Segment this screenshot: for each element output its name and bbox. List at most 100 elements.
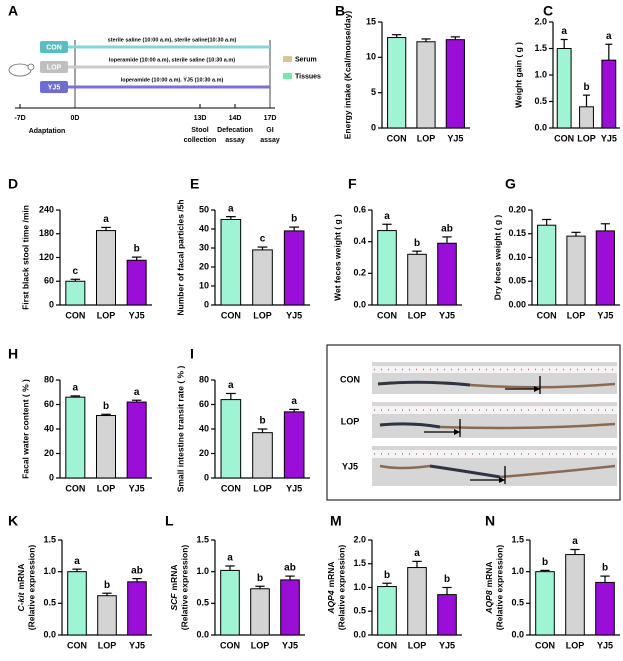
y-tick-label: 120 — [39, 252, 54, 262]
significance-letter: b — [602, 563, 608, 574]
ruler — [372, 406, 617, 414]
event-label: Defecation — [217, 127, 253, 134]
y-tick-label: 20 — [199, 261, 209, 271]
mouse-icon — [27, 63, 35, 71]
y-axis-label: (Relative expression) — [26, 545, 36, 631]
significance-letter: a — [227, 553, 233, 564]
y-tick-label: 30 — [199, 242, 209, 252]
significance-letter: a — [74, 556, 80, 567]
treatment: loperamide (10:00 a.m), sterile saline (… — [109, 57, 235, 63]
y-axis-label: Energy intake (Kcal/mouse/day) — [342, 11, 352, 140]
bar — [407, 253, 427, 306]
bar — [387, 37, 407, 129]
bar — [377, 586, 397, 636]
significance-letter: a — [561, 26, 567, 37]
y-tick-label: 1.0 — [534, 69, 547, 79]
y-axis-label: (Relative expression) — [179, 545, 189, 631]
y-tick-label: 2.0 — [534, 16, 547, 26]
x-tick-label: LOP — [251, 640, 270, 650]
y-axis-label: (Relative expression) — [336, 545, 346, 631]
y-axis-label-gene: C-kit — [16, 591, 26, 611]
bar — [126, 401, 147, 479]
panel-label: I — [190, 346, 194, 362]
group-name: YJ5 — [48, 84, 61, 91]
legend-label: Serum — [295, 56, 317, 63]
x-tick-label: LOP — [97, 483, 116, 493]
row-label: CON — [340, 374, 360, 384]
x-tick-label: LOP — [253, 483, 272, 493]
day-label: -7D — [14, 115, 25, 122]
significance-letter: a — [103, 214, 109, 225]
panel-label: N — [485, 513, 495, 529]
legend-label: Tissues — [295, 73, 321, 80]
significance-letter: ab — [131, 565, 143, 576]
bar — [437, 242, 457, 306]
mouse-icon — [8, 63, 32, 77]
intestine — [439, 422, 616, 430]
panel-label: F — [348, 176, 357, 192]
day-label: 14D — [229, 115, 242, 122]
bar — [601, 59, 617, 129]
group-box — [40, 81, 68, 93]
significance-letter: c — [73, 266, 79, 277]
y-tick-label: 0.6 — [353, 204, 366, 214]
photo-panel: J CON LOP YJ5 — [326, 344, 621, 501]
y-axis-label-part: mRNA — [16, 564, 26, 590]
bar — [220, 399, 242, 479]
y-tick-label: 60 — [44, 399, 54, 409]
intestine — [429, 464, 501, 479]
y-axis-label-gene: SCF — [169, 593, 179, 611]
panel-label: E — [190, 176, 199, 192]
bar — [579, 106, 594, 129]
y-tick-label: 0.5 — [353, 606, 366, 616]
y-tick-label: 80 — [44, 374, 54, 384]
intestine — [379, 422, 441, 429]
bar — [283, 230, 305, 306]
significance-letter: b — [414, 238, 420, 249]
y-tick-label: 240 — [39, 204, 54, 214]
bar — [595, 230, 615, 306]
row-label: LOP — [341, 416, 360, 426]
bar — [377, 230, 397, 306]
x-tick-label: CON — [535, 640, 555, 650]
x-tick-label: YJ5 — [601, 133, 617, 143]
y-tick-label: 1.5 — [511, 534, 524, 544]
significance-letter: b — [259, 416, 265, 427]
y-tick-label: 1.5 — [196, 534, 209, 544]
x-tick-label: CON — [537, 310, 557, 320]
y-tick-label: 0.5 — [534, 96, 547, 106]
y-tick-label: 0 — [204, 299, 209, 309]
y-axis-label: AQP8 mRNA — [484, 561, 494, 614]
x-tick-label: LOP — [97, 310, 116, 320]
bar — [95, 230, 117, 306]
panel-label: L — [165, 513, 174, 529]
bar — [220, 569, 240, 636]
y-tick-label: 0 — [204, 472, 209, 482]
panel-label: G — [505, 176, 516, 192]
y-axis-label: Small intestine transit rate ( % ) — [175, 366, 185, 493]
panel-label: A — [8, 3, 18, 19]
significance-letter: a — [228, 380, 234, 391]
x-tick-label: LOP — [408, 640, 427, 650]
significance-letter: b — [257, 573, 263, 584]
event-label: collection — [184, 137, 217, 144]
x-tick-label: LOP — [408, 310, 427, 320]
ruler — [372, 366, 617, 373]
y-axis-label: SCF mRNA — [169, 565, 179, 611]
intestine — [469, 382, 616, 389]
y-tick-label: 0.15 — [508, 228, 526, 238]
event-label: GI — [266, 127, 273, 134]
y-tick-label: 60 — [199, 399, 209, 409]
bar — [65, 280, 86, 306]
y-tick-label: 0.0 — [353, 299, 366, 309]
significance-letter: b — [103, 401, 109, 412]
x-tick-label: YJ5 — [439, 640, 455, 650]
group-box — [40, 61, 68, 73]
y-tick-label: 0.4 — [353, 236, 366, 246]
day-label: 0D — [71, 115, 80, 122]
x-tick-label: CON — [221, 310, 241, 320]
panel-label: B — [335, 3, 345, 19]
legend-swatch — [283, 56, 292, 62]
y-axis-label-part: mRNA — [484, 561, 494, 587]
x-tick-label: CON — [65, 483, 85, 493]
